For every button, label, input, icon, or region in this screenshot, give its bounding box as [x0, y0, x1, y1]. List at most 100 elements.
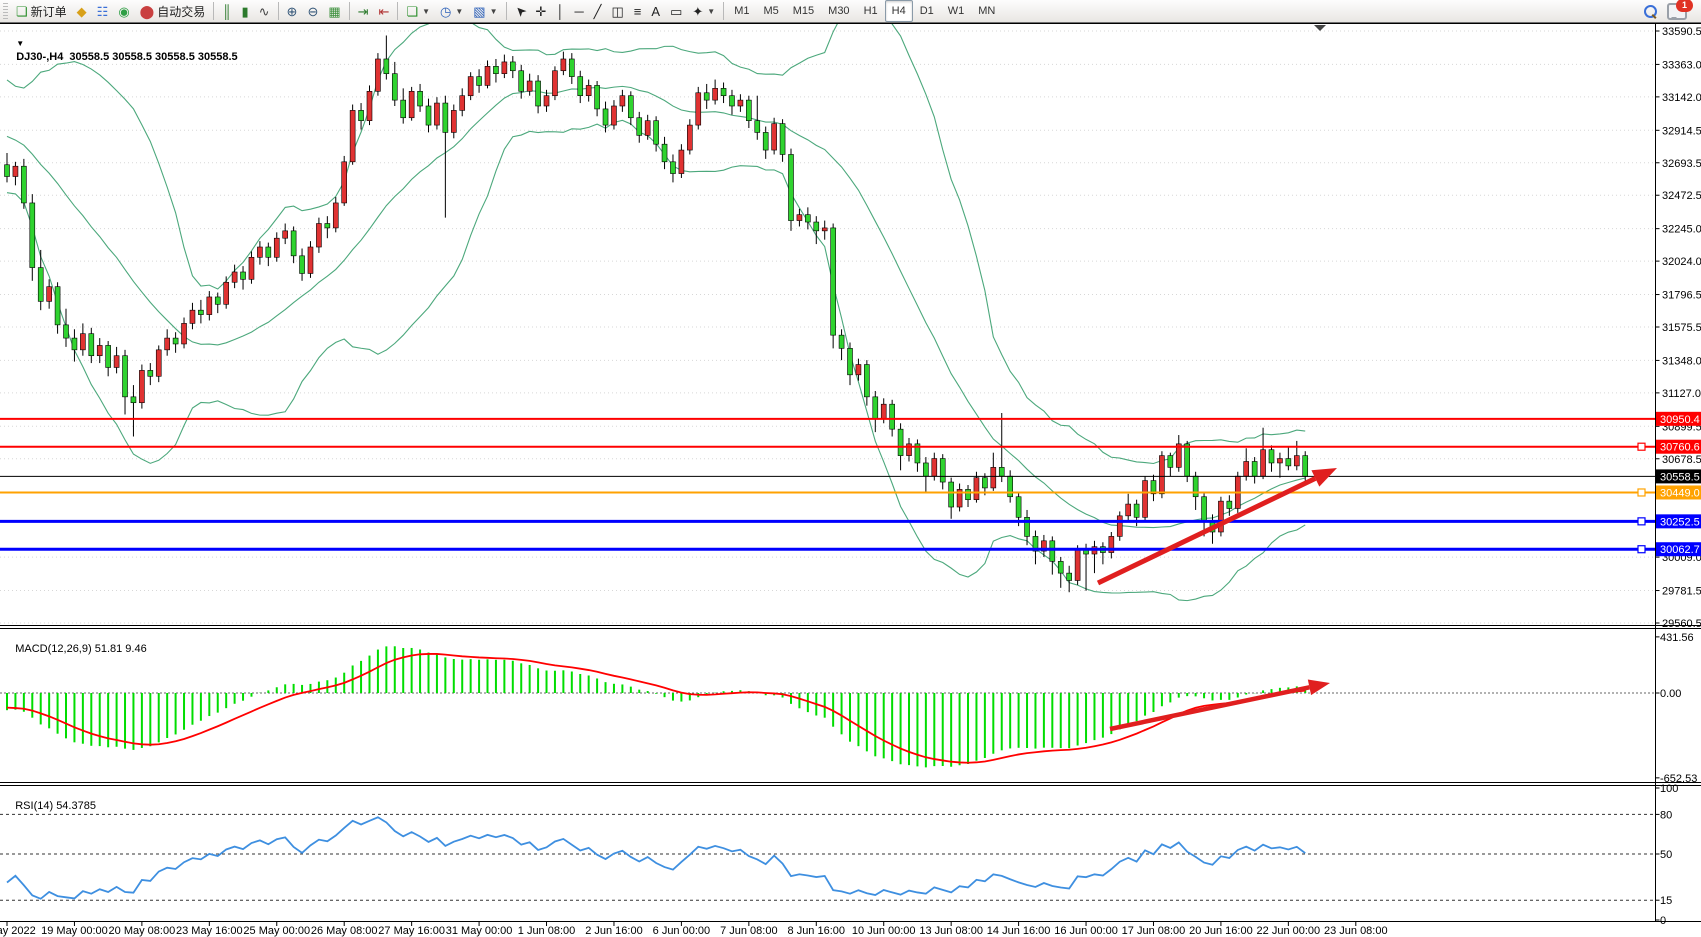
timeframe-m15[interactable]: M15 [792, 5, 815, 17]
bear-candle [1007, 475, 1013, 498]
line-chart-icon[interactable]: ∿ [258, 3, 270, 19]
bull-candle [855, 364, 862, 376]
bear-candle [602, 108, 609, 126]
trend-arrow-macd[interactable] [1109, 679, 1330, 732]
svg-text:10 Jun 00:00: 10 Jun 00:00 [852, 925, 916, 937]
auto-scroll-icon[interactable]: ⇥ [357, 3, 369, 19]
timeframe-d1[interactable]: D1 [919, 5, 934, 17]
timeframe-w1[interactable]: W1 [947, 5, 965, 17]
bull-candle [316, 223, 322, 248]
support-line-2-handle[interactable] [1637, 545, 1646, 554]
trend-arrow-price[interactable] [1096, 468, 1337, 586]
rsi-panel[interactable] [0, 813, 1655, 901]
timeframe-h1[interactable]: H1 [863, 5, 878, 17]
support-line-1-price-tag [1656, 514, 1701, 529]
chat-icon[interactable]: 1 [1667, 0, 1693, 20]
timeframe-h4[interactable]: H4 [884, 0, 913, 22]
zoom-in-icon[interactable]: ⊕ [286, 3, 298, 19]
chart-expand-icon[interactable]: ▼ [16, 39, 25, 48]
horizontal-levels: 30950.4 30760.6 30558.5 30449.0 30252.5 30062… [0, 411, 1701, 557]
market-watch-icon[interactable]: ☷ [96, 3, 109, 19]
horizontal-line-icon[interactable]: ─ [574, 3, 584, 19]
bear-candle [897, 428, 904, 456]
bull-candle [619, 95, 626, 107]
svg-text:8 Jun 16:00: 8 Jun 16:00 [788, 925, 846, 937]
bull-candle [560, 58, 567, 72]
bull-candle [248, 256, 255, 280]
macd-panel[interactable] [0, 646, 1655, 768]
bull-candle [956, 489, 963, 508]
macd-indicator-label: MACD(12,26,9) 51.81 9.46 [15, 643, 147, 655]
resistance-line-1-price-tag [1656, 411, 1701, 426]
timeframe-mn[interactable]: MN [978, 5, 996, 17]
shift-marker[interactable] [1314, 25, 1326, 31]
autotrading-button[interactable]: ⬤ 自动交易 [139, 3, 206, 19]
bear-candle [518, 70, 525, 92]
bull-candle [880, 403, 887, 420]
fibonacci-icon[interactable]: ≡ [633, 3, 642, 19]
bear-candle [425, 105, 432, 126]
svg-text:30950.4: 30950.4 [1660, 414, 1700, 426]
indicators-icon[interactable]: ▧ ▼ [473, 3, 498, 19]
bull-candle [257, 246, 263, 258]
bear-candle [509, 61, 516, 72]
bar-chart-icon[interactable]: ║ [222, 3, 232, 19]
trendline-icon[interactable]: ╱ [593, 3, 602, 19]
timeframe-m5[interactable]: M5 [763, 5, 779, 17]
candlestick-chart[interactable] [4, 0, 1309, 602]
text-icon[interactable]: A [651, 3, 661, 19]
svg-text:33590.5: 33590.5 [1662, 26, 1701, 38]
bear-candle [383, 58, 390, 74]
bear-candle [290, 230, 297, 257]
cursor-icon[interactable]: ➤ [510, 1, 530, 21]
chart-symbol-label[interactable]: ▼ DJ30-,H4 30558.5 30558.5 30558.5 30558… [4, 27, 237, 75]
bull-candle [526, 80, 533, 92]
price-axis: 33590.5 33363.0 33142.0 32914.5 32693.5 32472… [0, 26, 1701, 630]
search-icon[interactable] [1644, 4, 1657, 19]
bull-candle [973, 477, 980, 500]
bear-candle [729, 95, 735, 107]
label-icon[interactable]: ▭ [670, 3, 683, 19]
main-toolbar: ❏ 新订单 ◆ ☷ ◉ ⬤ 自动交易 ║ ▮ ∿ ⊕ ⊖ ▦ ⇥ ⇤ ❏ ▼ ◷ ▼ ▧ ▼ ➤ ✛ │ ─ ╱ ◫ ≡ A ▭ ✦ ▼ M1 M… [0, 0, 1701, 23]
bear-candle [754, 120, 761, 133]
svg-text:80: 80 [1660, 809, 1672, 821]
templates-icon[interactable]: ❏ ▼ [406, 3, 431, 19]
toolbar-separator [277, 2, 279, 20]
bear-candle [830, 227, 836, 336]
vertical-line-icon[interactable]: │ [556, 3, 565, 19]
bear-candle [88, 333, 95, 357]
chart-shift-icon[interactable]: ⇤ [378, 3, 390, 19]
bollinger-middle-band [6, 85, 1306, 529]
shapes-icon[interactable]: ✦ ▼ [692, 3, 716, 19]
support-line-1-handle[interactable] [1637, 517, 1646, 526]
svg-text:17 Jun 08:00: 17 Jun 08:00 [1122, 925, 1186, 937]
toolbar-grip[interactable] [3, 3, 8, 19]
candlestick-chart-icon[interactable]: ▮ [241, 3, 249, 19]
bear-candle [1285, 458, 1292, 467]
bear-candle [63, 324, 69, 339]
zoom-out-icon[interactable]: ⊖ [307, 3, 319, 19]
periods-icon[interactable]: ◷ ▼ [440, 3, 464, 19]
bear-candle [939, 458, 946, 483]
bear-candle [1226, 500, 1233, 509]
chat-badge: 1 [1676, 0, 1693, 12]
tile-windows-icon[interactable]: ▦ [328, 3, 341, 19]
bull-candle [273, 237, 280, 258]
bull-candle [906, 443, 912, 456]
alert-icon[interactable]: ◆ [76, 3, 87, 19]
resistance-line-2-handle[interactable] [1637, 442, 1646, 451]
channel-icon[interactable]: ◫ [611, 3, 624, 19]
bear-candle [805, 214, 811, 223]
bear-candle [720, 88, 727, 97]
bear-candle [1184, 443, 1190, 477]
timeframe-m30[interactable]: M30 [828, 5, 850, 17]
timeframe-m1[interactable]: M1 [734, 5, 750, 17]
new-order-button[interactable]: ❏ 新订单 [16, 3, 67, 19]
svg-text:30678.5: 30678.5 [1662, 454, 1701, 466]
pivot-line-handle[interactable] [1637, 488, 1646, 497]
sound-icon[interactable]: ◉ [118, 3, 130, 19]
bull-candle [1243, 461, 1250, 477]
crosshair-icon[interactable]: ✛ [535, 3, 547, 19]
